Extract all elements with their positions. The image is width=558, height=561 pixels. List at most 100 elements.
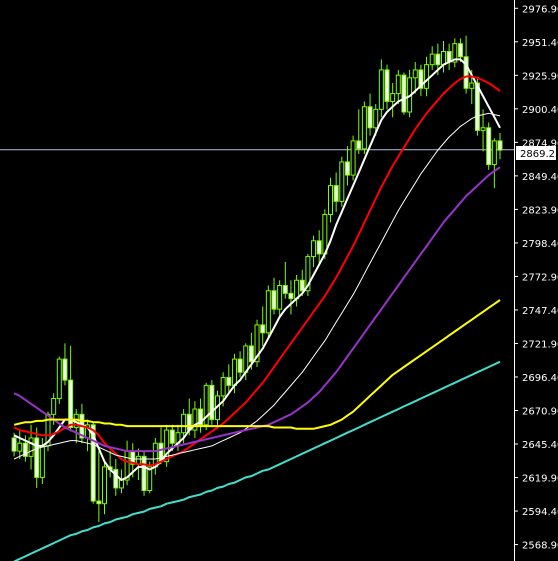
price-axis: 2976.90 2951.40 2925.90 2900.40 2874.90 2849.… [514, 0, 558, 561]
candle-body [11, 437, 17, 452]
candle [265, 285, 271, 339]
candle [486, 122, 492, 170]
candle-body [141, 455, 147, 492]
candle [192, 401, 198, 438]
candle-body [457, 43, 463, 58]
candle-body [260, 324, 266, 334]
price-tick-label: 2772.90 [522, 272, 558, 283]
current-price-label: 2869.23 [520, 149, 558, 160]
moving-average-line-5 [13, 299, 501, 430]
candle-body [51, 398, 57, 415]
candle [333, 172, 339, 212]
candle-body [390, 93, 396, 102]
candle-body [322, 214, 328, 255]
candle-body [248, 345, 254, 363]
price-tick-label: 2823.90 [522, 205, 558, 216]
candle [34, 427, 40, 488]
candle [68, 345, 74, 432]
candle [356, 109, 362, 155]
candle [429, 46, 435, 70]
candle-body [265, 290, 271, 334]
candle-body [118, 479, 124, 489]
candle-body [164, 429, 170, 463]
candle [395, 69, 401, 105]
candle [17, 430, 23, 459]
moving-average-line-6 [13, 360, 501, 561]
candle-body [203, 384, 209, 426]
candle [384, 64, 390, 110]
candle-body [356, 140, 362, 150]
candle-body [288, 292, 294, 300]
candle-body [34, 437, 40, 478]
candle [412, 62, 418, 94]
candle [294, 274, 300, 307]
price-tick-label: 2798.40 [522, 239, 558, 250]
candle [457, 38, 463, 63]
candle [203, 382, 209, 431]
candle-body [294, 279, 300, 300]
candle-body [181, 413, 187, 434]
candle-body [480, 127, 486, 131]
candle [288, 280, 294, 315]
candle [96, 451, 102, 523]
candle-body [441, 51, 446, 66]
candle [260, 306, 266, 346]
candle [141, 451, 147, 496]
candle [282, 261, 288, 299]
candle [277, 280, 283, 318]
candle-body [486, 127, 492, 166]
candle [328, 177, 333, 223]
candle [102, 461, 107, 515]
price-tick-label: 2747.40 [522, 306, 558, 317]
candle [361, 101, 367, 155]
candle-body [169, 429, 175, 444]
candle-body [474, 82, 480, 131]
candle [85, 419, 91, 452]
price-tick-label: 2670.90 [522, 406, 558, 417]
price-tick-label: 2874.90 [522, 138, 558, 149]
candle-body [237, 358, 243, 373]
moving-average-line-1 [13, 58, 501, 481]
candle-body [198, 408, 204, 426]
candle [118, 469, 124, 494]
candle [152, 437, 158, 475]
moving-average-line-4 [13, 166, 501, 453]
candle [373, 104, 379, 136]
candle-body [254, 324, 260, 363]
candle-body [102, 466, 107, 505]
candle-body [56, 358, 62, 400]
price-tick-label: 2849.40 [522, 172, 558, 183]
candle-body [147, 466, 153, 492]
candle-body [28, 437, 34, 457]
candle-body [429, 53, 435, 66]
candle [113, 459, 119, 496]
candle [311, 235, 317, 268]
candle [209, 380, 215, 425]
candle [350, 135, 356, 181]
candle-body [311, 240, 317, 258]
price-tick-label: 2619.90 [522, 474, 558, 485]
plot-area[interactable] [0, 35, 514, 561]
current-price-tag-box [516, 146, 556, 160]
candle-body [39, 445, 45, 478]
candle-body [344, 161, 350, 176]
candle [401, 72, 407, 115]
candle [226, 364, 232, 394]
candle-body [469, 82, 475, 89]
candle [441, 41, 446, 73]
candle [107, 451, 113, 478]
candle-body [299, 279, 305, 292]
candle [62, 343, 68, 386]
candle-body [395, 74, 401, 95]
candle-body [17, 442, 23, 452]
candle [147, 461, 153, 494]
candle [480, 109, 486, 152]
candle-body [384, 69, 390, 102]
candle [254, 319, 260, 367]
candle-body [113, 469, 119, 489]
candle [446, 43, 452, 70]
candle-body [435, 53, 441, 66]
moving-average-line-3 [13, 112, 501, 460]
